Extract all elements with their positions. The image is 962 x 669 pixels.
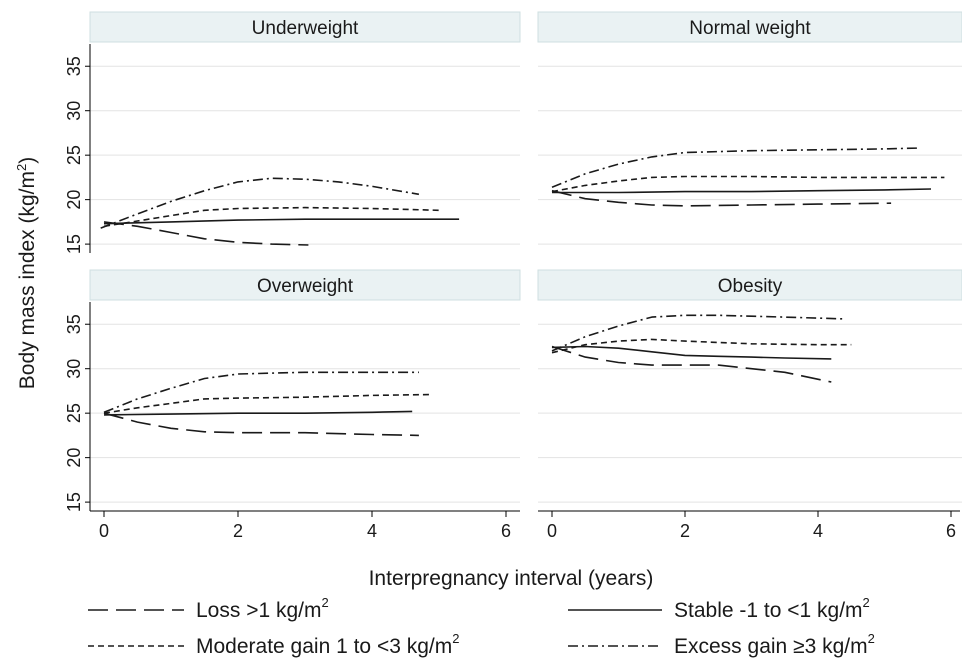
legend-item-stable: Stable -1 to <1 kg/m2	[568, 595, 870, 622]
series-line-loss	[551, 345, 832, 383]
legend-label: Moderate gain 1 to <3 kg/m2	[196, 631, 459, 658]
x-tick-label: 2	[680, 521, 690, 541]
y-tick-label: 25	[64, 403, 84, 423]
series-line-stable	[103, 218, 460, 225]
series-line-loss	[103, 412, 419, 437]
legend-label: Stable -1 to <1 kg/m2	[674, 595, 870, 622]
legend-label: Excess gain ≥3 kg/m2	[674, 631, 875, 658]
panel-title: Normal weight	[689, 18, 811, 39]
x-tick-label: 4	[813, 521, 823, 541]
panel-title: Underweight	[252, 18, 359, 39]
legend-label-superscript: 2	[321, 595, 328, 610]
legend: Loss >1 kg/m2 Stable -1 to <1 kg/m2Modera…	[88, 595, 875, 658]
y-axis-label: Body mass index (kg/m2)	[14, 157, 39, 389]
panel-title: Obesity	[718, 276, 783, 297]
legend-item-moderate: Moderate gain 1 to <3 kg/m2	[88, 631, 459, 658]
legend-label-text: Stable -1 to <1 kg/m	[674, 599, 863, 622]
x-tick-label: 2	[233, 521, 243, 541]
legend-item-excess: Excess gain ≥3 kg/m2	[568, 631, 875, 658]
y-tick-label: 25	[64, 145, 84, 165]
legend-label-text: Loss >1 kg/m	[196, 599, 321, 622]
y-axis-label-text: Body mass index (kg/m	[16, 171, 39, 389]
series-line-excess	[551, 314, 845, 352]
panel-2: Normal weight	[537, 11, 962, 245]
x-tick-label: 0	[547, 521, 557, 541]
series-line-stable	[103, 410, 413, 416]
series-line-moderate	[551, 175, 945, 193]
legend-label: Loss >1 kg/m2	[196, 595, 329, 622]
panel-title-strip	[89, 11, 521, 43]
legend-label-superscript: 2	[863, 595, 870, 610]
x-tick-label: 6	[501, 521, 511, 541]
series-line-stable	[552, 188, 932, 194]
y-tick-label: 15	[64, 492, 84, 512]
panel-title-strip	[537, 11, 962, 43]
y-tick-label: 15	[64, 234, 84, 254]
x-tick-label: 6	[946, 521, 956, 541]
panel-title-strip	[537, 269, 962, 301]
series-line-excess	[551, 147, 918, 188]
series-line-excess	[100, 177, 420, 229]
panel-1: Underweight 15 20 25 30 35	[64, 11, 521, 254]
legend-item-loss: Loss >1 kg/m2	[88, 595, 329, 622]
legend-label-text: Excess gain ≥3 kg/m	[674, 635, 868, 658]
x-tick-label: 4	[367, 521, 377, 541]
y-axis-label-superscript: 2	[14, 164, 29, 171]
legend-label-superscript: 2	[868, 631, 875, 646]
series-line-stable	[551, 345, 832, 360]
panel-title-strip	[89, 269, 521, 301]
y-tick-label: 30	[64, 359, 84, 379]
series-line-loss	[551, 189, 892, 207]
series-line-excess	[103, 371, 419, 414]
panel-3: Overweight 15 20 25 30 35 0 2 4 6	[64, 269, 521, 541]
series-line-loss	[103, 221, 309, 246]
y-tick-label: 35	[64, 56, 84, 76]
x-axis-label: Interpregnancy interval (years)	[369, 567, 654, 590]
y-tick-label: 30	[64, 101, 84, 121]
legend-label-text: Moderate gain 1 to <3 kg/m	[196, 635, 452, 658]
y-axis-label-close: )	[16, 157, 39, 164]
x-tick-label: 0	[99, 521, 109, 541]
panel-4: Obesity 0 2 4 6	[537, 269, 962, 541]
legend-label-superscript: 2	[452, 631, 459, 646]
y-tick-label: 20	[64, 190, 84, 210]
y-tick-label: 20	[64, 448, 84, 468]
panel-title: Overweight	[257, 276, 354, 297]
y-tick-label: 35	[64, 314, 84, 334]
